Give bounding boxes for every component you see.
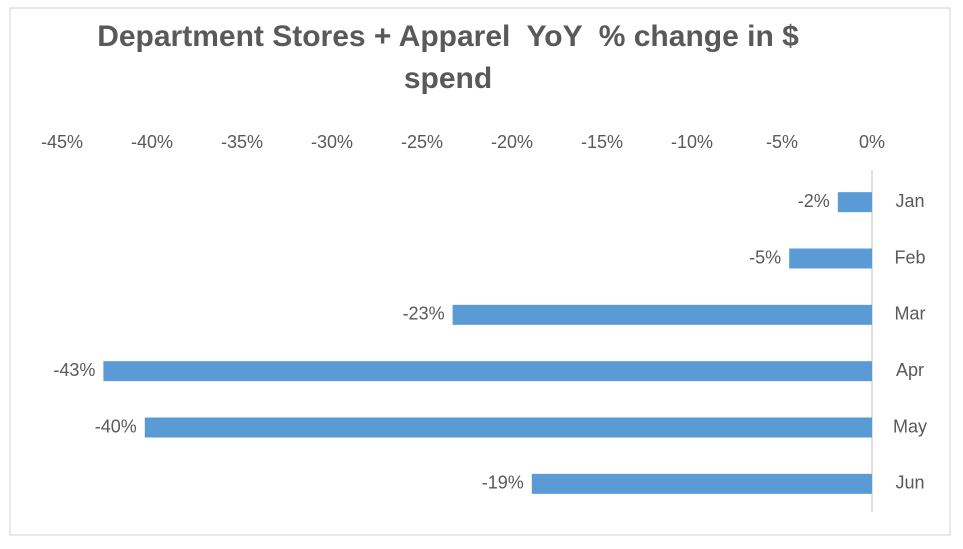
bar	[144, 417, 873, 438]
y-tick-label: Jan	[895, 191, 924, 211]
chart-border	[9, 7, 951, 536]
x-tick-label: -30%	[311, 132, 353, 152]
bar	[452, 304, 872, 325]
chart-title: Department Stores + Apparel YoY % change…	[97, 20, 808, 95]
x-tick-label: -20%	[491, 132, 533, 152]
data-label: -23%	[403, 304, 445, 324]
x-tick-label: -10%	[671, 132, 713, 152]
data-label: -5%	[749, 247, 781, 267]
bar	[103, 361, 872, 382]
data-label: -43%	[53, 360, 95, 380]
y-tick-label: May	[893, 416, 927, 436]
x-tick-label: -15%	[581, 132, 623, 152]
x-tick-label: 0%	[859, 132, 885, 152]
bar	[789, 248, 872, 269]
x-tick-label: -25%	[401, 132, 443, 152]
x-tick-label: -5%	[766, 132, 798, 152]
x-tick-label: -45%	[41, 132, 83, 152]
data-label: -19%	[482, 473, 524, 493]
data-label: -40%	[95, 416, 137, 436]
y-tick-label: Apr	[896, 360, 924, 380]
x-tick-label: -40%	[131, 132, 173, 152]
x-tick-label: -35%	[221, 132, 263, 152]
y-tick-label: Feb	[894, 247, 925, 267]
y-tick-label: Mar	[895, 304, 926, 324]
y-tick-label: Jun	[895, 473, 924, 493]
bar	[837, 192, 872, 213]
data-label: -2%	[798, 191, 830, 211]
bar	[531, 473, 872, 494]
